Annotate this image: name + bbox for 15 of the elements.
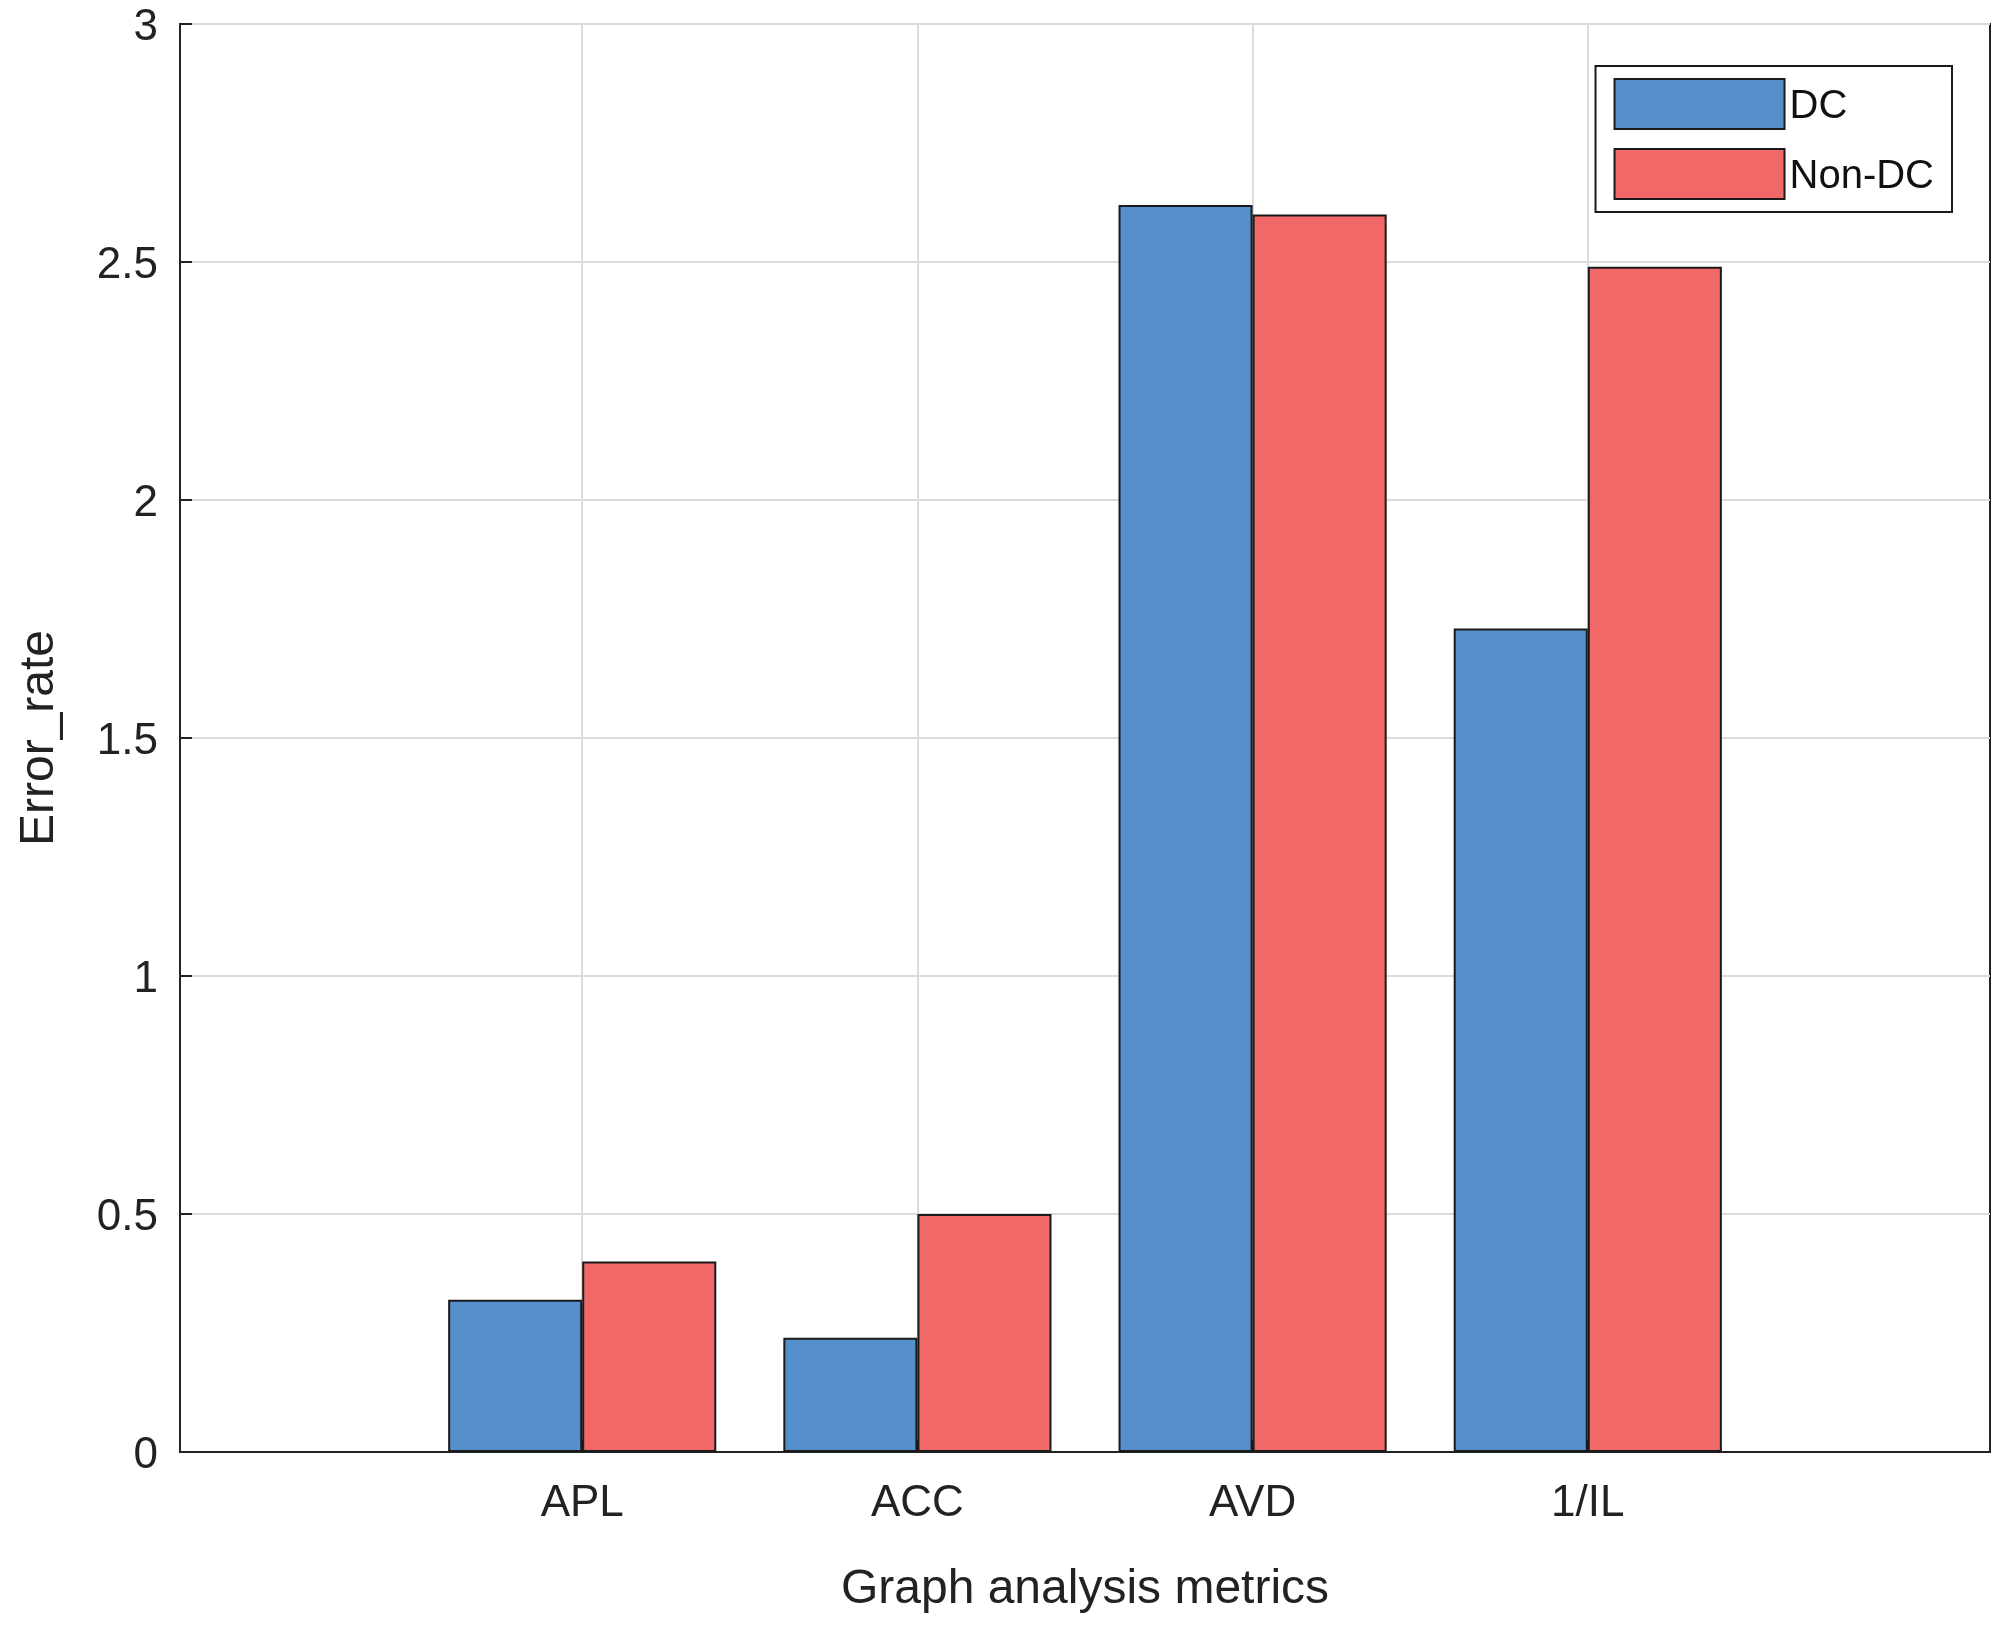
legend-label: DC	[1789, 82, 1848, 126]
x-tick-label: APL	[540, 1475, 624, 1525]
x-tick-label: ACC	[870, 1475, 964, 1525]
legend-label: Non-DC	[1789, 152, 1935, 196]
y-tick-label: 2	[133, 475, 158, 525]
y-tick-label: 2.5	[96, 237, 158, 287]
y-tick-label: 0	[133, 1427, 158, 1477]
x-tick-label: 1/IL	[1551, 1475, 1625, 1525]
y-tick-label: 1.5	[96, 713, 158, 763]
y-tick-label: 1	[133, 951, 158, 1001]
x-axis-title: Graph analysis metrics	[840, 1559, 1330, 1613]
y-tick-label: 0.5	[96, 1189, 158, 1239]
y-tick-label: 3	[133, 0, 158, 49]
x-tick-label: AVD	[1208, 1475, 1297, 1525]
y-axis-title: Error_rate	[9, 629, 63, 847]
